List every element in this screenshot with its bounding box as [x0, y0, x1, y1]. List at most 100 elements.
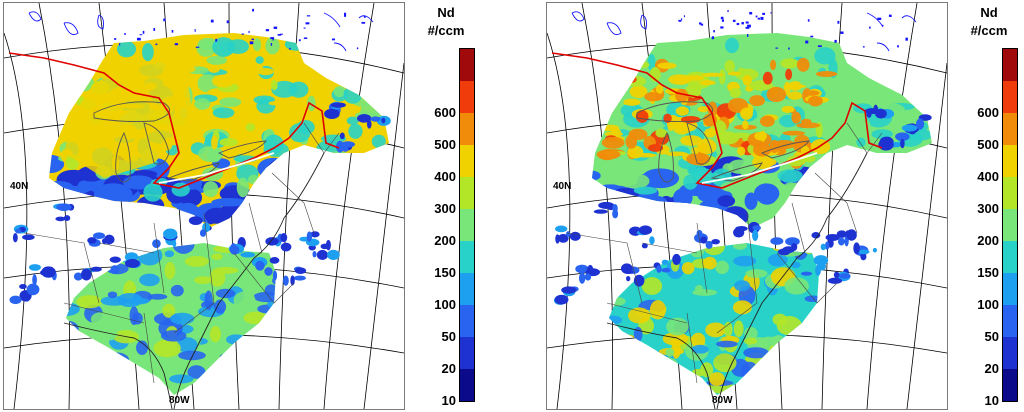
cloud-cell	[26, 283, 40, 296]
colorbar-label: 20	[984, 361, 999, 376]
cloud-cell	[73, 272, 83, 281]
cloud-cell	[233, 110, 253, 120]
lake-speck	[119, 43, 121, 46]
great-lakes	[636, 101, 810, 183]
cloud-cell	[76, 295, 103, 309]
lake-speck	[215, 38, 218, 42]
cloud-cell	[666, 151, 688, 157]
cloud-cell	[339, 132, 345, 140]
lake-outline	[658, 131, 674, 183]
cloud-cell	[697, 106, 710, 113]
cloud-cell	[603, 176, 632, 185]
cloud-cell	[667, 46, 682, 62]
cloud-cell	[641, 168, 680, 189]
lake-speck	[270, 37, 275, 39]
cloud-cell	[758, 36, 779, 56]
cloud-cell	[675, 106, 689, 116]
cloud-cell	[777, 169, 803, 183]
cloud-cell	[733, 255, 757, 267]
cloud-cell	[87, 237, 97, 244]
cloud-cell	[895, 132, 910, 141]
state-line	[686, 312, 698, 384]
state-line	[63, 302, 145, 324]
cloud-cell	[833, 271, 840, 279]
cloud-cell	[324, 108, 340, 119]
cloud-cell	[742, 120, 749, 130]
state-line	[23, 232, 100, 304]
colorbar-swatch	[460, 369, 474, 402]
cloud-cell	[737, 146, 746, 156]
cloud-cell	[235, 130, 248, 142]
cloud-cell	[733, 227, 745, 238]
cloud-cell	[840, 81, 851, 94]
lake-outline	[28, 11, 42, 22]
cloud-cell	[681, 261, 695, 275]
cloud-cell	[255, 56, 264, 64]
cloud-cell	[610, 128, 621, 135]
cloud-cell	[294, 267, 307, 274]
meridian-line	[866, 3, 918, 409]
cloud-cell	[172, 240, 177, 247]
cloud-cell	[696, 138, 717, 155]
cloud-cell	[825, 234, 840, 241]
lake-speck	[280, 33, 283, 35]
cloud-cell	[153, 339, 181, 358]
colorbar-label: 500	[977, 137, 999, 152]
cloud-cell	[875, 108, 887, 119]
colorbar-swatch	[460, 337, 474, 370]
lake-speck	[805, 40, 809, 44]
cloud-cell	[170, 284, 184, 297]
cloud-cell	[271, 80, 298, 98]
lake-outline	[640, 14, 647, 30]
cloud-cell	[744, 337, 758, 345]
lake-outline	[866, 12, 884, 28]
colorbar-swatch	[1003, 209, 1017, 242]
cloud-cell	[656, 265, 662, 273]
cloud-cell	[203, 181, 219, 198]
cloud-cell	[143, 183, 163, 202]
lake-speck	[363, 15, 366, 18]
cloud-cell	[335, 140, 345, 153]
meridian-line	[363, 62, 404, 409]
meridian-line	[581, 3, 614, 409]
cloud-cell	[316, 249, 328, 261]
cloud-cell	[857, 249, 870, 255]
colorbar-swatch	[1003, 369, 1017, 402]
cloud-cell	[839, 273, 851, 279]
lake-speck	[749, 11, 753, 15]
lake-speck	[194, 28, 196, 32]
cloud-cell	[783, 48, 793, 60]
cloud-cell	[791, 111, 801, 124]
state-line	[248, 202, 263, 254]
cloud-cell	[381, 117, 386, 124]
cloud-cell	[871, 129, 893, 139]
cloud-cell	[811, 231, 821, 239]
cloud-cell	[723, 321, 733, 338]
colorbar-label: 200	[977, 233, 999, 248]
cloud-cell	[55, 216, 66, 222]
cloud-cell	[687, 165, 708, 177]
state-line	[233, 252, 295, 304]
cloud-cell	[22, 234, 35, 241]
lake-speck	[356, 47, 359, 50]
cloud-cell	[81, 268, 92, 281]
lake-speck	[807, 19, 810, 22]
northern-lakes	[571, 11, 917, 52]
colorbar-swatch	[460, 209, 474, 242]
cloud-cell	[265, 37, 280, 55]
cloud-cell	[280, 233, 288, 243]
meridian-line	[4, 32, 28, 409]
colorbar-label: 100	[977, 297, 999, 312]
lake-speck	[747, 24, 751, 28]
colorbar-swatch	[460, 49, 474, 82]
cloud-cell	[188, 216, 203, 225]
us-canada-border	[551, 52, 883, 189]
cloud-cell	[780, 58, 800, 69]
state-line	[814, 172, 858, 234]
cloud-cell	[732, 243, 748, 250]
lake-speck	[897, 45, 899, 48]
meridian-line	[38, 3, 71, 409]
colorbar-swatch	[460, 273, 474, 306]
cloud-cell	[215, 288, 236, 299]
cloud-cell	[647, 53, 656, 72]
